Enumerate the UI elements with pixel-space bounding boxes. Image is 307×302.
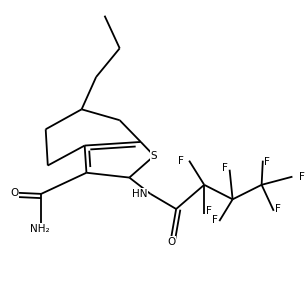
Text: F: F: [264, 157, 270, 167]
Text: F: F: [178, 156, 184, 166]
Text: F: F: [206, 206, 212, 217]
Text: O: O: [167, 236, 175, 247]
Text: NH₂: NH₂: [30, 223, 49, 234]
Text: O: O: [10, 188, 18, 198]
Text: HN: HN: [132, 189, 147, 199]
Text: F: F: [275, 204, 281, 214]
Text: F: F: [222, 163, 228, 173]
Text: F: F: [212, 214, 218, 225]
Text: S: S: [151, 151, 157, 161]
Text: F: F: [299, 172, 305, 182]
